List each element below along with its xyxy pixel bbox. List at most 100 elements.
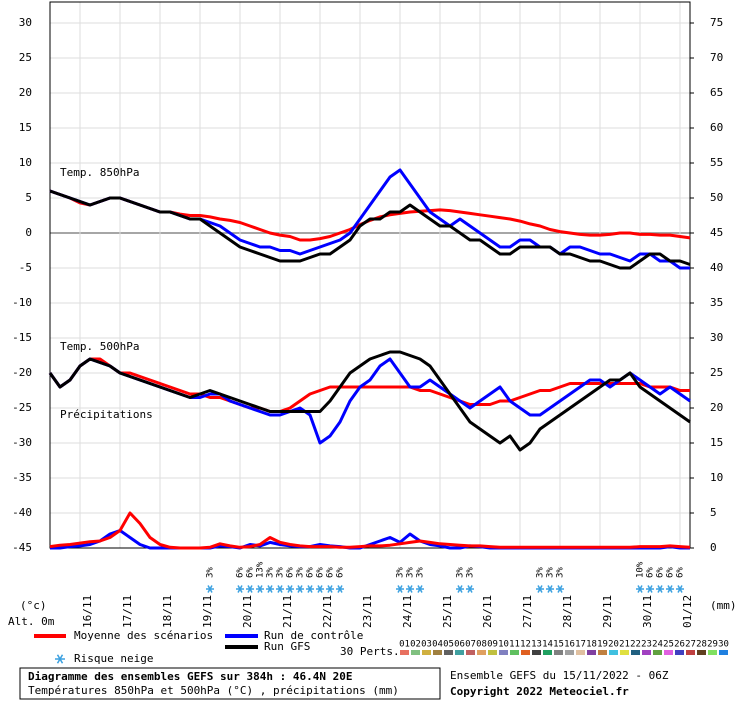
snow-label: 3% [406, 567, 416, 578]
flake-stroke [457, 585, 463, 593]
perturbation-swatch [433, 650, 442, 655]
perturbation-name: 14 [542, 640, 553, 650]
snow-label: 6% [246, 567, 256, 578]
flake-stroke [317, 585, 323, 593]
x-tick-label: 22/11 [321, 595, 334, 628]
perturbation-swatch [598, 650, 607, 655]
perturbation-swatch [686, 650, 695, 655]
flake-stroke [277, 585, 283, 593]
flake-stroke [637, 585, 643, 593]
y-tick-label: -40 [12, 506, 32, 519]
flake-stroke [677, 585, 683, 593]
perturbation-swatch [455, 650, 464, 655]
perturbation-name: 15 [553, 640, 564, 650]
perturbation-swatch [466, 650, 475, 655]
x-tick-label: 01/12 [681, 595, 694, 628]
perturbation-name: 03 [421, 640, 432, 650]
x-tick-label: 23/11 [361, 595, 374, 628]
perturbation-name: 17 [575, 640, 586, 650]
y-tick-label: -25 [12, 401, 32, 414]
panel-label: Temp. 500hPa [60, 340, 139, 353]
flake-stroke [657, 585, 663, 593]
perturbation-name: 05 [443, 640, 454, 650]
perturbation-name: 09 [487, 640, 498, 650]
snow-label: 3% [396, 567, 406, 578]
snow-flake [206, 585, 214, 593]
x-tick-label: 16/11 [81, 595, 94, 628]
snow-label: 6% [316, 567, 326, 578]
snow-label: 6% [306, 567, 316, 578]
x-tick-label: 18/11 [161, 595, 174, 628]
perturbation-swatch [532, 650, 541, 655]
snow-flake [296, 585, 304, 593]
snow-label: 3% [276, 567, 286, 578]
perturbation-swatch [719, 650, 728, 655]
y-tick-label: -35 [12, 471, 32, 484]
perturbation-swatch [543, 650, 552, 655]
y-tick-label: -45 [12, 541, 32, 554]
snow-flake [256, 585, 264, 593]
perturbation-name: 21 [619, 640, 630, 650]
snow-label: 6% [336, 567, 346, 578]
footer-box [19, 667, 441, 700]
x-tick-label: 20/11 [241, 595, 254, 628]
perturbation-name: 01 [399, 640, 410, 650]
y2-tick-label: 30 [710, 331, 723, 344]
perturbation-swatch [488, 650, 497, 655]
y-tick-label: -15 [12, 331, 32, 344]
y-tick-label: 15 [19, 121, 32, 134]
series-line [49, 511, 691, 550]
perturbation-name: 22 [630, 640, 641, 650]
y-tick-label: 10 [19, 156, 32, 169]
snow-flake [556, 585, 564, 593]
perturbation-swatch [697, 650, 706, 655]
perturbation-name: 04 [432, 640, 443, 650]
snow-flake [666, 585, 674, 593]
snow-label: 3% [536, 567, 546, 578]
snow-label: 10% [636, 561, 646, 578]
snow-flake [536, 585, 544, 593]
flake-stroke [307, 585, 313, 593]
perturbation-swatch [675, 650, 684, 655]
y-tick-label: 25 [19, 51, 32, 64]
flake-stroke [247, 585, 253, 593]
snow-flake [406, 585, 414, 593]
legend-label: Risque neige [74, 652, 153, 665]
perturbation-swatch [587, 650, 596, 655]
perturbation-name: 11 [509, 640, 520, 650]
snow-flake [546, 585, 554, 593]
perturbation-swatch [422, 650, 431, 655]
x-tick-label: 27/11 [521, 595, 534, 628]
flake-stroke [557, 585, 563, 593]
perturbation-name: 25 [663, 640, 674, 650]
snow-label: 3% [466, 567, 476, 578]
y-unit: (°c) [20, 599, 47, 612]
y-tick-label: -20 [12, 366, 32, 379]
perturbation-swatch [521, 650, 530, 655]
flake-stroke [207, 585, 213, 593]
snow-flake [316, 585, 324, 593]
y-tick-label: 0 [25, 226, 32, 239]
x-tick-label: 29/11 [601, 595, 614, 628]
x-tick-label: 26/11 [481, 595, 494, 628]
perturbation-swatch [708, 650, 717, 655]
perturbation-swatch [554, 650, 563, 655]
legend-label: Run GFS [264, 640, 310, 653]
perturbation-swatch [499, 650, 508, 655]
y2-tick-label: 40 [710, 261, 723, 274]
perturbation-swatch [609, 650, 618, 655]
perturbation-swatch [400, 650, 409, 655]
y2-tick-label: 15 [710, 436, 723, 449]
y2-tick-label: 70 [710, 51, 723, 64]
snow-label: 13% [256, 561, 266, 578]
perturbation-name: 12 [520, 640, 531, 650]
perturbation-swatch [642, 650, 651, 655]
perturbation-name: 06 [454, 640, 465, 650]
y2-tick-label: 0 [710, 541, 717, 554]
flake-stroke [537, 585, 543, 593]
flake-stroke [397, 585, 403, 593]
perturbation-name: 02 [410, 640, 421, 650]
perturbation-swatch [620, 650, 629, 655]
perturbation-name: 19 [597, 640, 608, 650]
